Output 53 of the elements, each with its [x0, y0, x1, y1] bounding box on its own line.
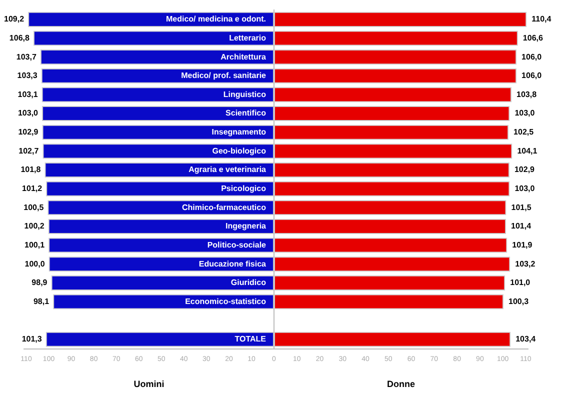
- y-tick-label: Geo-biologico: [212, 146, 266, 156]
- data-label: 103,1: [18, 90, 38, 99]
- data-label: 102,9: [18, 128, 39, 137]
- y-tick-label: Chimico-farmaceutico: [182, 202, 266, 212]
- y-tick-label: TOTALE: [234, 334, 267, 344]
- data-label: 106,0: [522, 71, 542, 80]
- data-label: 100,5: [24, 202, 44, 212]
- data-label: 103,0: [18, 108, 39, 118]
- data-label: 106,8: [9, 33, 30, 42]
- y-tick-label: Medico/ medicina e odont.: [166, 14, 266, 24]
- y-tick-label: Linguistico: [223, 90, 266, 99]
- y-tick-label: Scientifico: [226, 108, 266, 118]
- data-label: 98,1: [33, 296, 50, 306]
- data-label: 103,4: [516, 334, 536, 344]
- y-tick-label: Agraria e veterinaria: [188, 165, 267, 174]
- y-tick-label: Ingegneria: [226, 222, 267, 231]
- data-label: 101,2: [22, 184, 43, 194]
- data-label: 110,4: [532, 14, 552, 24]
- data-label: 103,2: [515, 259, 536, 268]
- data-label: 109,2: [4, 14, 25, 24]
- data-label: 100,0: [24, 259, 46, 268]
- data-label: 101,4: [511, 222, 532, 231]
- data-label: 98,9: [32, 278, 48, 288]
- data-label: 103,8: [516, 90, 538, 99]
- data-label: 102,9: [514, 165, 536, 174]
- data-label: 101,0: [510, 278, 531, 288]
- data-label: 103,3: [17, 71, 38, 80]
- data-label: 103,0: [514, 184, 536, 194]
- y-tick-label: Economico-statistico: [185, 296, 266, 306]
- x-axis-title: Uomini: [134, 379, 164, 390]
- data-label: 102,5: [514, 128, 534, 137]
- data-label: 106,0: [522, 52, 542, 62]
- data-label: 100,3: [508, 296, 530, 306]
- y-tick-label: Politico-sociale: [207, 240, 267, 250]
- data-label: 100,1: [24, 240, 46, 250]
- data-label: 101,9: [512, 240, 533, 250]
- data-label: 103,0: [514, 108, 536, 118]
- y-tick-label: Architettura: [220, 52, 267, 62]
- y-tick-label: Giuridico: [230, 278, 266, 288]
- data-label: 101,8: [20, 165, 42, 174]
- data-label: 104,1: [517, 146, 538, 156]
- y-tick-label: Medico/ prof. sanitarie: [181, 71, 267, 80]
- data-label: 101,3: [22, 334, 42, 344]
- data-label: 102,7: [18, 146, 40, 156]
- data-label: 106,6: [522, 33, 544, 42]
- y-tick-label: Insegnamento: [212, 128, 266, 137]
- y-tick-label: Psicologico: [221, 184, 266, 194]
- data-label: 101,5: [511, 202, 532, 212]
- y-tick-label: Educazione fisica: [198, 259, 267, 268]
- y-tick-label: Letterario: [229, 33, 266, 42]
- data-label: 100,2: [24, 222, 45, 231]
- x-axis-title: Donne: [387, 379, 415, 390]
- data-label: 103,7: [16, 52, 37, 62]
